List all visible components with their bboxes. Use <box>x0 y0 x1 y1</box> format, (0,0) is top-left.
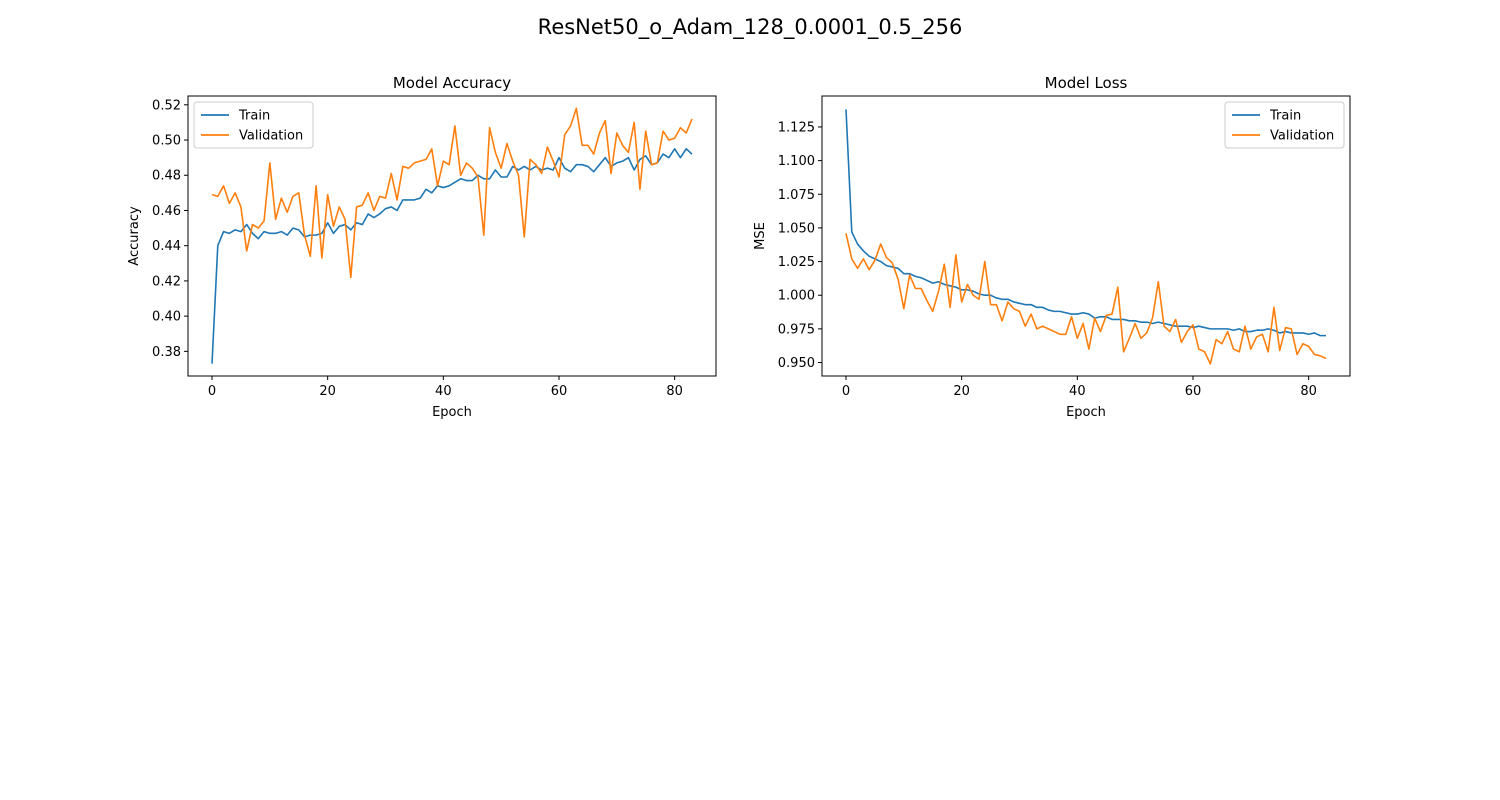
accuracy-legend-label-train: Train <box>238 109 270 124</box>
accuracy-x-axis-label: Epoch <box>432 405 472 420</box>
accuracy-chart-title: Model Accuracy <box>393 74 511 92</box>
accuracy-x-tick-label: 80 <box>666 384 683 399</box>
accuracy-legend-label-validation: Validation <box>239 129 303 144</box>
loss-legend: Train Validation <box>1224 101 1345 149</box>
accuracy-y-axis-label: Accuracy <box>127 206 142 266</box>
loss-y-tick-label: 1.000 <box>778 289 815 304</box>
accuracy-x-tick-label: 20 <box>319 384 336 399</box>
loss-x-tick-label: 20 <box>953 384 970 399</box>
accuracy-y-tick-label: 0.38 <box>152 345 181 360</box>
accuracy-y-tick-label: 0.50 <box>152 134 181 149</box>
loss-x-tick-label: 0 <box>842 384 850 399</box>
accuracy-x-tick-label: 40 <box>435 384 452 399</box>
loss-y-tick-label: 1.100 <box>778 154 815 169</box>
loss-y-tick-label: 0.975 <box>778 322 815 337</box>
accuracy-x-tick-label: 0 <box>208 384 216 399</box>
accuracy-series-line-validation <box>211 107 693 279</box>
loss-y-tick-label: 1.050 <box>778 221 815 236</box>
loss-y-tick-label: 1.075 <box>778 188 815 203</box>
accuracy-y-tick-label: 0.42 <box>152 274 181 289</box>
figure-title: ResNet50_o_Adam_128_0.0001_0.5_256 <box>538 15 963 40</box>
loss-legend-box <box>1224 101 1345 149</box>
loss-y-axis-label: MSE <box>753 222 768 250</box>
loss-x-tick-label: 60 <box>1185 384 1202 399</box>
loss-y-tick-label: 1.125 <box>778 120 815 135</box>
loss-chart: Model Loss Epoch MSE 0 20 40 60 80 0.950 0.975… <box>753 74 1351 420</box>
accuracy-y-tick-label: 0.48 <box>152 169 181 184</box>
loss-y-tick-label: 0.950 <box>778 356 815 371</box>
accuracy-legend-box <box>193 101 314 149</box>
accuracy-chart: Model Accuracy Epoch Accuracy 0 20 40 60 80 0… <box>127 74 717 420</box>
loss-x-tick-label: 80 <box>1300 384 1317 399</box>
accuracy-legend: Train Validation <box>193 101 314 149</box>
loss-series-line-validation <box>845 233 1327 365</box>
accuracy-axes-frame <box>187 95 717 377</box>
accuracy-y-tick-label: 0.44 <box>152 239 181 254</box>
loss-legend-label-validation: Validation <box>1270 129 1334 144</box>
loss-x-tick-label: 40 <box>1069 384 1086 399</box>
accuracy-x-tick-label: 60 <box>551 384 568 399</box>
loss-axes-frame <box>821 95 1351 377</box>
loss-legend-label-train: Train <box>1269 109 1301 124</box>
loss-y-tick-label: 1.025 <box>778 255 815 270</box>
accuracy-y-tick-label: 0.52 <box>152 98 181 113</box>
loss-x-axis-label: Epoch <box>1066 405 1106 420</box>
accuracy-y-tick-label: 0.46 <box>152 204 181 219</box>
loss-plot-area <box>845 109 1327 365</box>
accuracy-y-tick-label: 0.40 <box>152 310 181 325</box>
accuracy-plot-area <box>211 107 693 364</box>
loss-chart-title: Model Loss <box>1045 74 1128 92</box>
